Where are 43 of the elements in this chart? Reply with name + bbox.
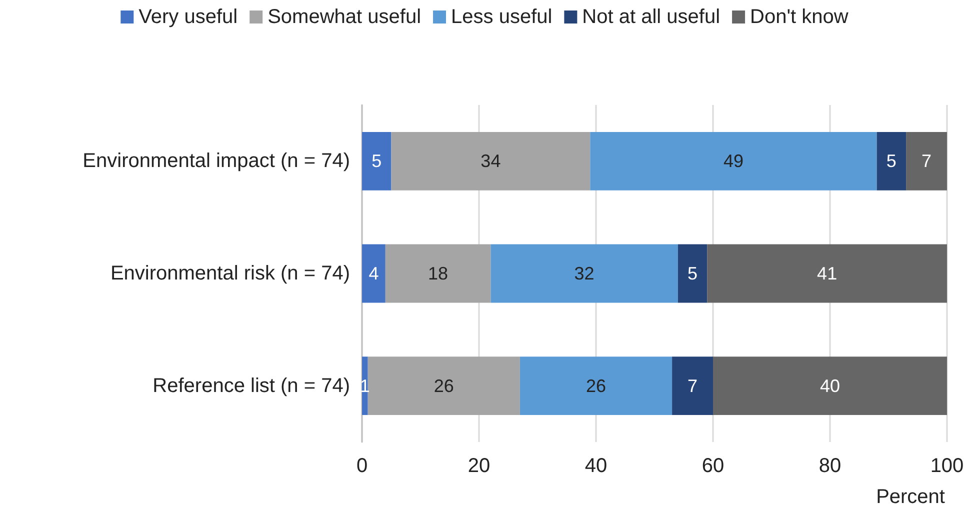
bar xyxy=(672,356,713,416)
data-label: 7 xyxy=(688,376,698,396)
bar xyxy=(876,132,906,190)
x-tick-label: 60 xyxy=(702,455,724,477)
data-label: 4 xyxy=(368,264,379,284)
legend-label: Don't know xyxy=(750,6,849,28)
x-axis-title: Percent xyxy=(876,486,946,508)
x-tick-label: 0 xyxy=(356,455,368,477)
data-label: 41 xyxy=(817,264,838,284)
x-tick-label: 40 xyxy=(584,455,608,477)
y-tick-label: Reference list (n = 74) xyxy=(152,374,350,397)
legend-label: Less useful xyxy=(451,6,552,28)
data-label: 40 xyxy=(820,376,840,396)
bar xyxy=(678,244,708,303)
data-label: 7 xyxy=(922,151,932,172)
bar xyxy=(490,244,678,303)
bar xyxy=(713,356,947,416)
y-tick-label: Environmental risk (n = 74) xyxy=(110,262,350,284)
data-label: 26 xyxy=(586,376,606,396)
bar xyxy=(391,132,590,190)
bar xyxy=(362,244,386,303)
x-tick-label: 80 xyxy=(818,455,842,477)
x-tick-label: 20 xyxy=(468,455,490,477)
bar xyxy=(520,356,672,416)
data-label: 18 xyxy=(428,264,448,284)
bar xyxy=(368,356,520,416)
bar xyxy=(385,244,491,303)
data-label: 26 xyxy=(434,376,454,396)
y-tick-label: Environmental impact (n = 74) xyxy=(82,150,350,172)
legend-label: Somewhat useful xyxy=(268,6,422,28)
data-label: 32 xyxy=(574,264,594,284)
bar xyxy=(590,132,877,190)
legend-label: Not at all useful xyxy=(582,6,720,28)
data-label: 5 xyxy=(688,264,698,284)
data-label: 34 xyxy=(480,151,501,172)
bar xyxy=(362,132,392,190)
data-label: 49 xyxy=(723,151,744,172)
x-tick-label: 100 xyxy=(930,455,964,477)
legend-label: Very useful xyxy=(138,6,238,28)
data-label: 5 xyxy=(886,151,896,172)
bar xyxy=(906,132,947,190)
data-label: 5 xyxy=(372,151,382,172)
bar xyxy=(707,244,947,303)
